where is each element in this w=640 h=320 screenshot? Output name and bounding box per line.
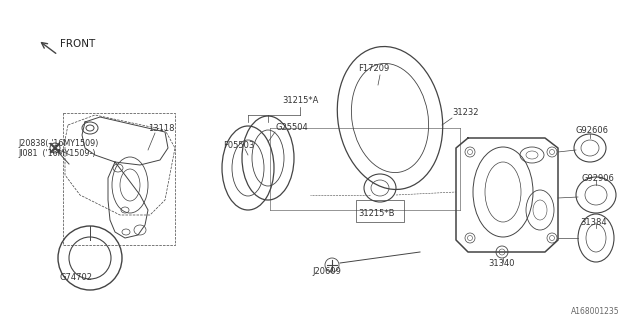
Text: G25504: G25504 <box>275 123 308 132</box>
Text: 31215*A: 31215*A <box>282 95 318 105</box>
Text: FRONT: FRONT <box>60 39 95 49</box>
Text: J20609: J20609 <box>312 268 341 276</box>
Text: G92606: G92606 <box>576 125 609 134</box>
Text: 13118: 13118 <box>148 124 175 132</box>
Text: F17209: F17209 <box>358 63 389 73</box>
Text: J20838(-'16MY1509): J20838(-'16MY1509) <box>18 139 99 148</box>
Text: 31340: 31340 <box>488 260 515 268</box>
Text: G92906: G92906 <box>582 173 615 182</box>
Text: G74702: G74702 <box>60 274 93 283</box>
Text: F05503: F05503 <box>223 140 254 149</box>
Text: 31215*B: 31215*B <box>358 209 394 218</box>
Text: 31232: 31232 <box>452 108 479 116</box>
Text: A168001235: A168001235 <box>572 308 620 316</box>
Text: JI081  ('16MY1509-): JI081 ('16MY1509-) <box>18 148 95 157</box>
Text: 31384: 31384 <box>580 218 607 227</box>
